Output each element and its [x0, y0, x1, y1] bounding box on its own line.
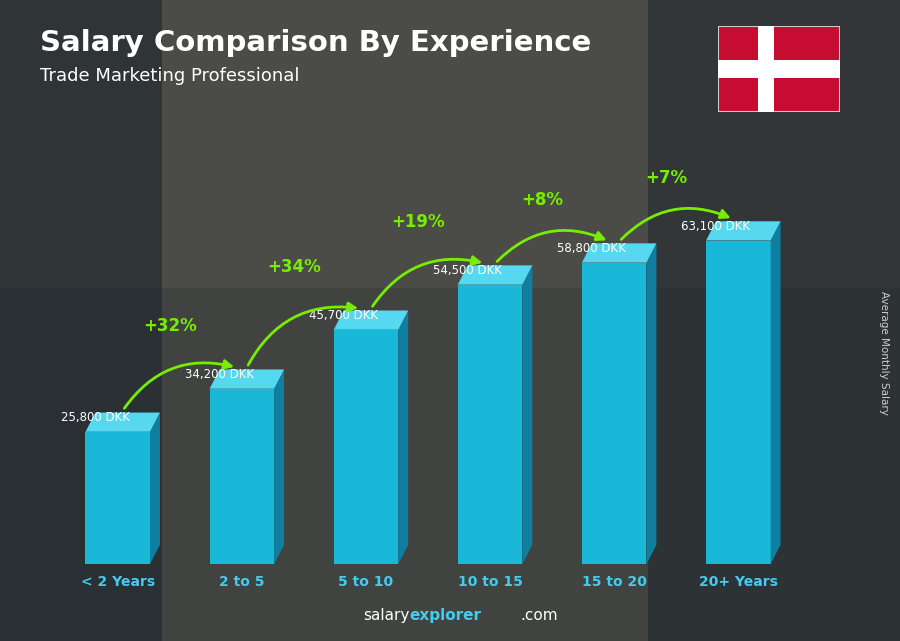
Polygon shape — [399, 310, 409, 564]
Text: 34,200 DKK: 34,200 DKK — [185, 368, 254, 381]
Text: +32%: +32% — [143, 317, 197, 335]
Polygon shape — [274, 369, 284, 564]
Text: Salary Comparison By Experience: Salary Comparison By Experience — [40, 29, 592, 57]
Polygon shape — [582, 244, 656, 263]
Bar — [718, 60, 840, 78]
Polygon shape — [334, 310, 409, 329]
Text: 63,100 DKK: 63,100 DKK — [681, 220, 751, 233]
Text: +7%: +7% — [645, 169, 688, 187]
Text: 58,800 DKK: 58,800 DKK — [557, 242, 626, 255]
Text: 45,700 DKK: 45,700 DKK — [309, 309, 378, 322]
Polygon shape — [706, 221, 780, 240]
Bar — [334, 329, 399, 564]
Bar — [0, 0, 900, 288]
Text: 54,500 DKK: 54,500 DKK — [433, 264, 502, 277]
Text: salary: salary — [363, 608, 410, 623]
Text: +8%: +8% — [521, 191, 563, 209]
Polygon shape — [150, 413, 160, 564]
Text: .com: .com — [520, 608, 558, 623]
Bar — [86, 432, 150, 564]
Bar — [648, 0, 900, 641]
Text: Average Monthly Salary: Average Monthly Salary — [878, 290, 889, 415]
Bar — [582, 263, 646, 564]
Text: Trade Marketing Professional: Trade Marketing Professional — [40, 67, 300, 85]
Bar — [706, 240, 770, 564]
Polygon shape — [458, 265, 532, 285]
Bar — [0, 0, 162, 641]
Bar — [210, 388, 274, 564]
Text: explorer: explorer — [410, 608, 482, 623]
Polygon shape — [522, 265, 532, 564]
Polygon shape — [86, 413, 160, 432]
Polygon shape — [770, 221, 780, 564]
Polygon shape — [646, 244, 656, 564]
Text: 25,800 DKK: 25,800 DKK — [61, 411, 130, 424]
Bar — [458, 285, 522, 564]
Text: +19%: +19% — [392, 213, 445, 231]
Text: +34%: +34% — [267, 258, 321, 276]
Polygon shape — [210, 369, 284, 388]
Bar — [758, 26, 774, 112]
